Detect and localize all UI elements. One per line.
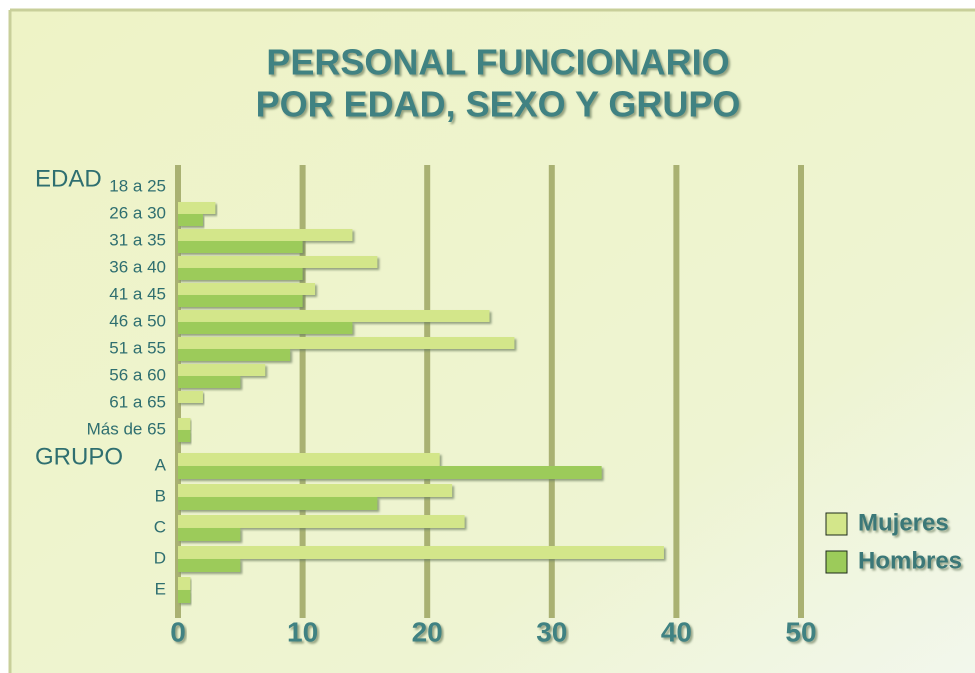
bar (178, 430, 191, 442)
bar (178, 577, 191, 590)
category-label: 18 a 25 (109, 176, 166, 195)
category-label: A (155, 455, 167, 474)
legend-swatch (825, 550, 848, 574)
category-label: 56 a 60 (109, 365, 166, 384)
bar (178, 229, 353, 241)
bar (178, 497, 378, 510)
bar (178, 515, 465, 528)
bar (178, 391, 203, 403)
category-label: 51 a 55 (109, 338, 166, 357)
x-tick-label: 40 (661, 616, 692, 647)
legend-swatch (825, 512, 848, 536)
category-label: D (154, 548, 166, 567)
bar (178, 418, 191, 430)
category-label: C (154, 517, 166, 536)
bar (178, 376, 241, 388)
group-label: EDAD (35, 165, 102, 192)
bar (178, 546, 664, 559)
chart-title: POR EDAD, SEXO Y GRUPO (256, 84, 741, 125)
x-tick-label: 30 (536, 616, 567, 647)
category-label: 36 a 40 (109, 257, 166, 276)
bar (178, 268, 303, 280)
bar (178, 484, 453, 497)
bar (178, 453, 440, 466)
bar (178, 364, 266, 376)
bar (178, 590, 191, 603)
legend-label: Mujeres (858, 509, 949, 536)
bar (178, 559, 241, 572)
bar (178, 283, 316, 295)
x-tick-label: 50 (785, 616, 816, 647)
category-label: E (155, 579, 166, 598)
bar (178, 337, 515, 349)
category-label: 26 a 30 (109, 203, 166, 222)
category-label: B (155, 486, 166, 505)
legend-label: Hombres (858, 547, 962, 574)
x-tick-label: 20 (412, 616, 443, 647)
bar (178, 466, 602, 479)
category-label: 41 a 45 (109, 284, 166, 303)
x-tick-label: 10 (287, 616, 318, 647)
bar (178, 241, 303, 253)
bar (178, 295, 303, 307)
bar (178, 349, 291, 361)
chart-title: PERSONAL FUNCIONARIO (266, 42, 729, 83)
bar (178, 256, 378, 268)
bar (178, 202, 216, 214)
bar (178, 214, 203, 226)
category-label: Más de 65 (87, 419, 166, 438)
bar (178, 310, 490, 322)
bar (178, 528, 241, 541)
group-label: GRUPO (35, 443, 123, 470)
x-tick-label: 0 (170, 616, 186, 647)
category-label: 46 a 50 (109, 311, 166, 330)
bar (178, 322, 353, 334)
category-label: 31 a 35 (109, 230, 166, 249)
category-label: 61 a 65 (109, 392, 166, 411)
